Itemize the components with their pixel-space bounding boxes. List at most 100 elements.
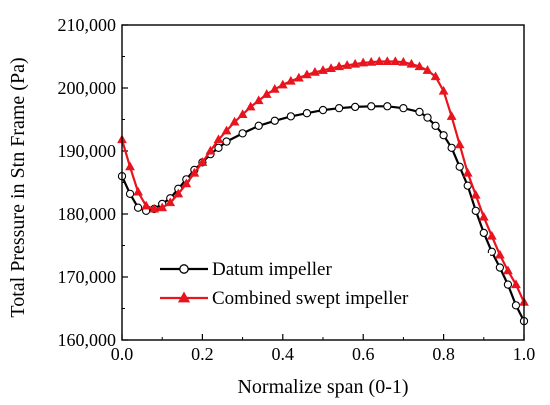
combined-swept-point	[422, 65, 433, 74]
datum-point	[487, 247, 496, 256]
x-tick-label: 0.2	[191, 344, 214, 364]
combined-swept-point	[197, 157, 208, 166]
combined-swept-point	[277, 79, 288, 89]
combined-swept-point	[358, 57, 369, 67]
combined-swept-point	[406, 58, 417, 68]
combined-swept-point	[181, 178, 192, 188]
datum-point	[334, 104, 344, 113]
combined-swept-point	[478, 211, 489, 221]
datum-point	[495, 263, 505, 272]
datum-point	[383, 102, 392, 111]
combined-swept-point	[221, 125, 232, 135]
datum-point	[463, 181, 472, 190]
y-tick-label: 160,000	[58, 330, 117, 350]
combined-swept-point	[486, 230, 497, 240]
combined-swept-point	[374, 56, 385, 66]
combined-swept-point	[446, 111, 457, 120]
combined-swept-point	[430, 71, 441, 81]
datum-point	[254, 121, 263, 130]
x-tick-label: 0.8	[432, 344, 455, 364]
combined-swept-point	[511, 279, 521, 289]
combined-swept-point	[189, 167, 200, 177]
datum-point	[479, 228, 488, 238]
legend-box	[140, 253, 490, 311]
datum-point	[415, 107, 424, 117]
combined-swept-point	[229, 116, 240, 126]
datum-point	[431, 121, 440, 130]
y-tick-label: 180,000	[58, 204, 117, 224]
x-axis-label: Normalize span (0-1)	[237, 376, 408, 398]
plot-frame	[121, 24, 525, 341]
y-axis-label: Total Pressure in Stn Frame (Pa)	[7, 57, 29, 317]
datum-point	[270, 116, 279, 125]
combined-swept-point	[503, 265, 513, 275]
datum-point	[447, 143, 456, 152]
x-tick-label: 0.0	[111, 344, 134, 364]
combined-swept-point	[310, 67, 320, 76]
datum-point	[439, 131, 448, 140]
ticks-layer: 0.0 0.2 0.4 0.6 0.8 1.0 160,000 170,000 180,000 1…	[58, 15, 536, 364]
legend-marker-datum	[179, 264, 189, 274]
combined-swept-point	[350, 58, 361, 68]
datum-point	[423, 113, 432, 122]
combined-swept-point	[454, 139, 465, 149]
combined-swept-point	[173, 188, 184, 198]
combined-swept-point	[462, 167, 473, 177]
combined-swept-point	[261, 89, 272, 98]
datum-point	[125, 189, 135, 198]
x-tick-label: 0.6	[352, 344, 375, 364]
y-tick-label: 200,000	[58, 78, 117, 98]
legend-marker-combined-swept	[177, 291, 191, 303]
datum-point	[399, 104, 408, 113]
combined-swept-point	[334, 61, 344, 71]
datum-point	[302, 109, 312, 118]
combined-swept-point	[318, 65, 328, 74]
datum-point	[318, 105, 328, 115]
legend-label-datum: Datum impeller	[212, 259, 332, 280]
x-tick-label: 1.0	[513, 344, 536, 364]
combined-swept-point	[157, 202, 168, 212]
datum-point	[222, 137, 231, 146]
combined-swept-point	[390, 56, 401, 66]
combined-swept-point	[149, 203, 160, 213]
combined-swept-point	[133, 186, 143, 196]
datum-point	[286, 112, 295, 121]
datum-point	[238, 129, 247, 138]
combined-swept-point	[269, 84, 280, 93]
y-tick-label: 210,000	[58, 15, 117, 35]
combined-swept-point	[366, 56, 377, 66]
combined-swept-point	[125, 161, 135, 171]
combined-swept-point	[494, 249, 505, 259]
combined-swept-point	[414, 61, 425, 71]
datum-point	[455, 162, 464, 171]
combined-swept-point	[253, 95, 264, 105]
combined-swept-point	[165, 197, 176, 207]
datum-point	[367, 102, 376, 111]
combined-swept-point	[141, 200, 152, 210]
combined-swept-point	[326, 63, 336, 72]
combined-swept-point	[293, 72, 304, 82]
combined-swept-point	[237, 109, 248, 118]
combined-swept-point	[213, 134, 224, 144]
legend: Datum impeller Combined swept impeller	[140, 253, 490, 311]
combined-swept-point	[382, 56, 393, 66]
combined-swept-point	[302, 69, 312, 79]
combined-swept-point	[245, 101, 256, 111]
series-layer	[117, 56, 529, 326]
datum-point	[503, 280, 513, 289]
combined-swept-point	[470, 189, 481, 199]
datum-point	[351, 102, 360, 112]
combined-swept-point	[398, 56, 409, 66]
y-tick-label: 190,000	[58, 141, 117, 161]
combined-swept-point	[285, 75, 296, 85]
legend-label-combined-swept: Combined swept impeller	[212, 288, 409, 309]
combined-swept-point	[342, 60, 353, 69]
x-tick-label: 0.4	[272, 344, 295, 364]
datum-point	[214, 143, 223, 152]
datum-point	[133, 203, 143, 212]
datum-point	[471, 206, 480, 215]
combined-swept-point	[205, 145, 216, 155]
datum-point	[511, 301, 521, 310]
y-tick-label: 170,000	[58, 267, 117, 287]
